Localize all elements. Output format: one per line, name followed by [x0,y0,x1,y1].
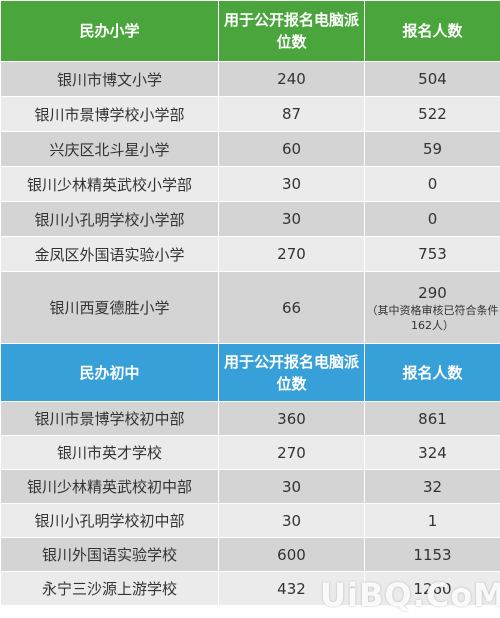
school-name: 银川少林精英武校小学部 [0,166,219,202]
table-row: 兴庆区北斗星小学 60 59 [0,131,500,167]
applicant-count: 59 [364,131,500,167]
applicant-count: 0 [364,166,500,202]
school-name: 永宁三沙源上游学校 [0,571,219,606]
table-row: 银川西夏德胜小学 66 290 （其中资格审核已符合条件162人） [0,271,500,344]
school-name: 兴庆区北斗星小学 [0,131,219,167]
table-row: 银川少林精英武校小学部 30 0 [0,166,500,202]
middle-header-row: 民办初中 用于公开报名电脑派位数 报名人数 [0,343,500,402]
primary-header-school: 民办小学 [0,0,219,62]
school-name: 银川小孔明学校小学部 [0,201,219,237]
school-name: 银川市博文小学 [0,61,219,97]
applicant-count: 861 [364,401,500,436]
seat-count: 360 [218,401,365,436]
school-name: 银川市英才学校 [0,435,219,470]
primary-header-row: 民办小学 用于公开报名电脑派位数 报名人数 [0,0,500,62]
seat-count: 270 [218,236,365,272]
table-row: 银川少林精英武校初中部 30 32 [0,469,500,504]
table-row: 金凤区外国语实验小学 270 753 [0,236,500,272]
school-name: 银川市景博学校小学部 [0,96,219,132]
school-name: 银川少林精英武校初中部 [0,469,219,504]
applicant-note: （其中资格审核已符合条件162人） [366,303,499,332]
seat-count: 30 [218,201,365,237]
applicant-count: 1 [364,503,500,538]
school-name: 银川小孔明学校初中部 [0,503,219,538]
applicant-count: 290 [418,283,447,302]
applicant-count: 32 [364,469,500,504]
primary-header-seats: 用于公开报名电脑派位数 [218,0,365,62]
seat-count: 30 [218,503,365,538]
primary-header-applicants: 报名人数 [364,0,500,62]
middle-header-applicants: 报名人数 [364,343,500,402]
seat-count: 66 [218,271,365,344]
middle-header-seats: 用于公开报名电脑派位数 [218,343,365,402]
applicant-count: 1153 [364,537,500,572]
site-watermark: UiBQ.CoM [320,576,500,614]
table-row: 银川市景博学校小学部 87 522 [0,96,500,132]
applicant-count: 0 [364,201,500,237]
school-name: 银川外国语实验学校 [0,537,219,572]
table-row: 银川市英才学校 270 324 [0,435,500,470]
school-name: 金凤区外国语实验小学 [0,236,219,272]
school-name: 银川市景博学校初中部 [0,401,219,436]
middle-header-school: 民办初中 [0,343,219,402]
seat-count: 30 [218,469,365,504]
applicant-count: 324 [364,435,500,470]
applicant-count-cell: 290 （其中资格审核已符合条件162人） [364,271,500,344]
table-row: 银川市博文小学 240 504 [0,61,500,97]
applicant-count: 504 [364,61,500,97]
applicant-count: 522 [364,96,500,132]
seat-count: 600 [218,537,365,572]
table-row: 银川小孔明学校小学部 30 0 [0,201,500,237]
table-row: 永宁三沙源上游学校 432 1260 [0,571,500,606]
table-row: 银川外国语实验学校 600 1153 [0,537,500,572]
seat-count: 60 [218,131,365,167]
applicant-count: 753 [364,236,500,272]
table-row: 银川小孔明学校初中部 30 1 [0,503,500,538]
school-name: 银川西夏德胜小学 [0,271,219,344]
seat-count: 270 [218,435,365,470]
seat-count: 240 [218,61,365,97]
table-row: 银川市景博学校初中部 360 861 [0,401,500,436]
seat-count: 87 [218,96,365,132]
seat-count: 30 [218,166,365,202]
applicant-count: 1260 [364,571,500,606]
